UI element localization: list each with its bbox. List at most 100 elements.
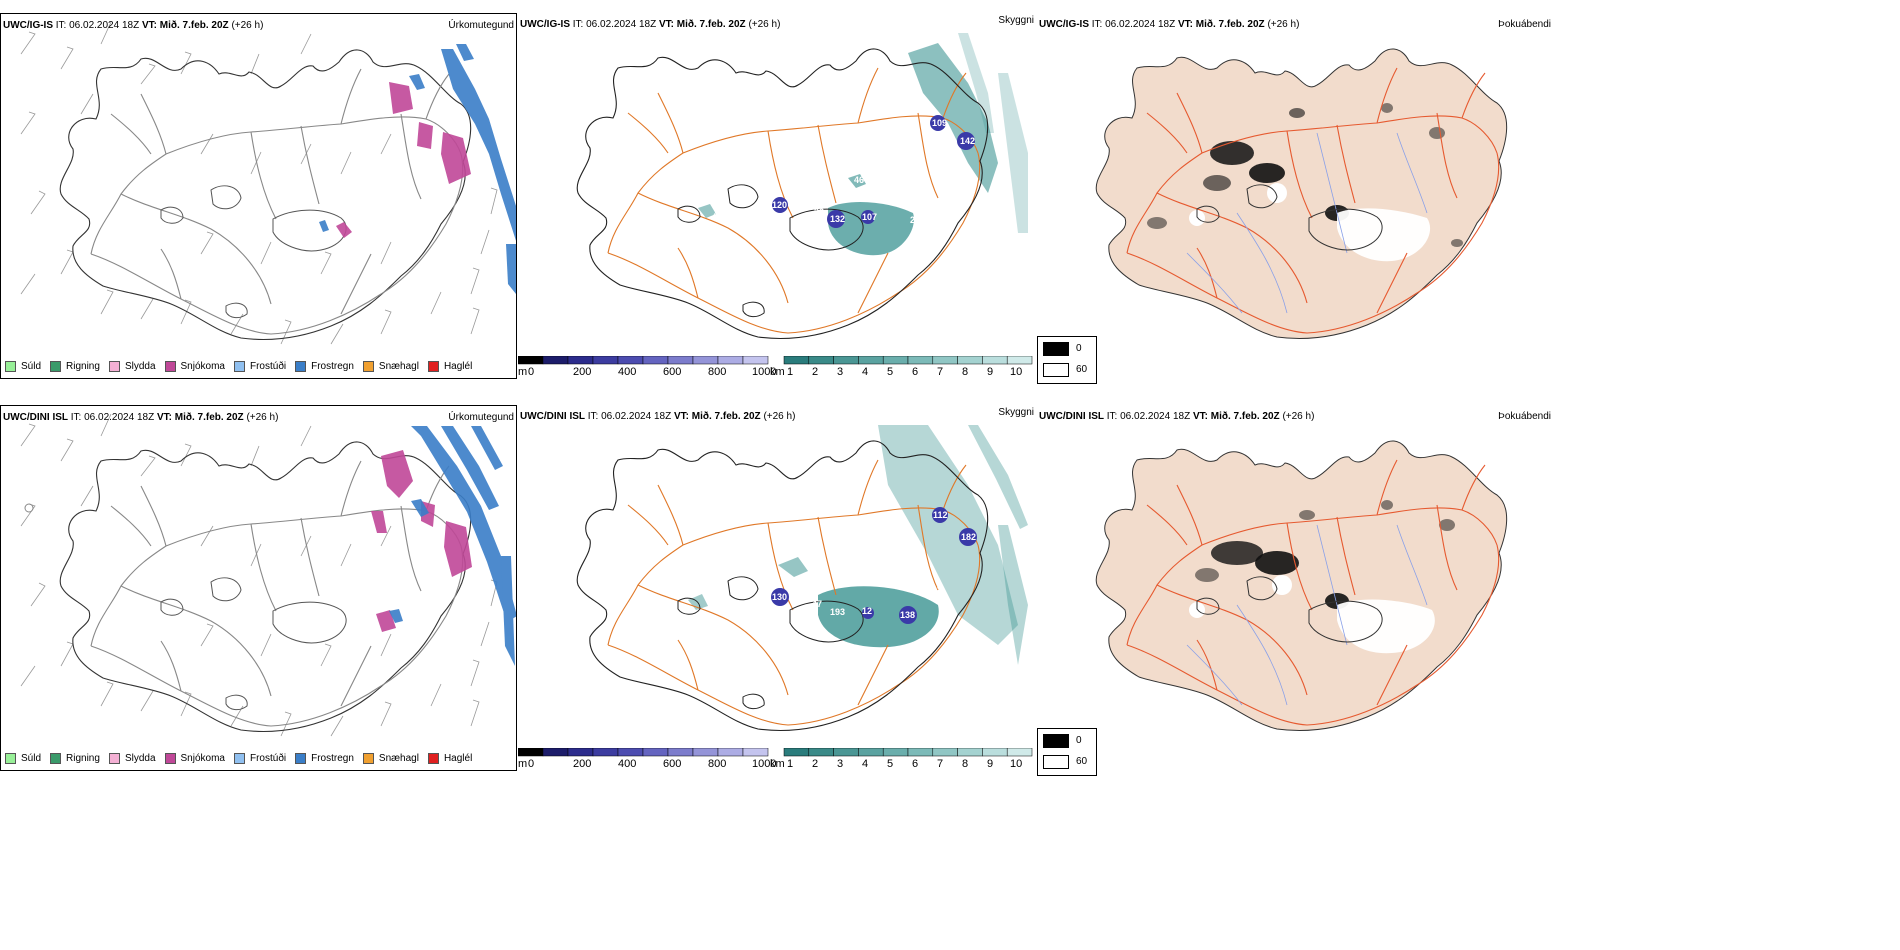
legend-item-snjokoma: Snjókoma bbox=[164, 361, 225, 372]
legend-item-rigning: Rigning bbox=[50, 753, 100, 764]
svg-text:12: 12 bbox=[862, 606, 872, 616]
legend-item-rigning: Rigning bbox=[50, 361, 100, 372]
colorbar-m-cell bbox=[518, 356, 544, 365]
colorbar-m-cell bbox=[617, 748, 644, 757]
fog-map-1 bbox=[1095, 48, 1508, 339]
cloud-map-1: 109 142 120 33 132 107 46 42 21 bbox=[576, 33, 1028, 340]
colorbar-m-cell bbox=[567, 356, 594, 365]
svg-text:142: 142 bbox=[960, 136, 975, 146]
panel-header-6: UWC/DINI ISL IT: 06.02.2024 18Z VT: Mið.… bbox=[1039, 411, 1315, 422]
colorbar-m-cell bbox=[542, 748, 569, 757]
svg-text:42: 42 bbox=[713, 210, 723, 220]
fog-title-2: Þokuábendi bbox=[1498, 411, 1551, 422]
svg-text:11: 11 bbox=[932, 585, 942, 595]
panel-header-2: UWC/IG-IS IT: 06.02.2024 18Z VT: Mið. 7.… bbox=[520, 19, 781, 30]
colorbar-m-cell bbox=[717, 748, 744, 757]
fog-legend-2: 0 60 bbox=[1037, 728, 1097, 776]
fog-legend-1: 0 60 bbox=[1037, 336, 1097, 384]
fog-title: Þokuábendi bbox=[1498, 19, 1551, 30]
precip-legend-2: Súld Rigning Slydda Snjókoma Frostúði Fr… bbox=[5, 753, 481, 764]
svg-text:46: 46 bbox=[854, 175, 864, 185]
legend-item-snaehagl: Snæhagl bbox=[362, 753, 419, 764]
colorbar-km-cell bbox=[982, 748, 1008, 757]
svg-text:207: 207 bbox=[904, 574, 919, 584]
colorbar-km-cell bbox=[907, 356, 934, 365]
cloud-panel-1: 109 142 120 33 132 107 46 42 21 UWC/IG-I… bbox=[518, 13, 1036, 379]
freezing-rain-area-2 bbox=[389, 426, 516, 666]
colorbar-km-cell bbox=[932, 356, 958, 365]
fog-dark-areas bbox=[1147, 103, 1463, 247]
colorbar-km-cell bbox=[783, 748, 810, 757]
svg-text:47: 47 bbox=[812, 599, 822, 609]
svg-text:130: 130 bbox=[772, 592, 787, 602]
peak-labels-1: 109 142 120 33 132 107 46 42 21 bbox=[713, 118, 975, 225]
colorbar-km-cell bbox=[1006, 356, 1033, 365]
precip-legend-1: Súld Rigning Slydda Snjókoma Frostúði Fr… bbox=[5, 361, 481, 372]
colorbar-km-cell bbox=[833, 748, 859, 757]
colorbar-km-cell bbox=[882, 356, 909, 365]
svg-text:21: 21 bbox=[910, 215, 920, 225]
svg-text:109: 109 bbox=[932, 118, 947, 128]
fog-panel-2: UWC/DINI ISL IT: 06.02.2024 18Z VT: Mið.… bbox=[1037, 405, 1555, 771]
fog-map-2 bbox=[1095, 440, 1508, 731]
colorbar-km-cell bbox=[932, 748, 958, 757]
freezing-rain-area bbox=[319, 44, 516, 294]
colorbar-km-cell bbox=[1006, 748, 1033, 757]
colorbar-m-cell bbox=[667, 356, 694, 365]
colorbar-m-cell bbox=[518, 748, 544, 757]
legend-item-sudd: Súld bbox=[5, 753, 41, 764]
colorbar-m-cell bbox=[667, 748, 694, 757]
cloud-blue-spots bbox=[772, 115, 975, 228]
cloud-teal-area bbox=[698, 33, 1028, 256]
precip-panel-1: UWC/IG-IS IT: 06.02.2024 18Z VT: Mið. 7.… bbox=[0, 13, 517, 379]
colorbar-km-cell bbox=[783, 356, 810, 365]
legend-item-frostregn: Frostregn bbox=[295, 753, 354, 764]
precip-title-2: Úrkomutegund bbox=[448, 412, 514, 423]
colorbar-m-cell bbox=[567, 748, 594, 757]
legend-item-slydda: Slydda bbox=[108, 753, 156, 764]
colorbar-m-cell bbox=[542, 356, 569, 365]
colorbar-km-cell bbox=[957, 356, 983, 365]
legend-item-haglel: Haglél bbox=[427, 361, 472, 372]
legend-item-sudd: Súld bbox=[5, 361, 41, 372]
precip-map-1 bbox=[20, 21, 516, 345]
svg-text:107: 107 bbox=[862, 212, 877, 222]
cloud-colorbar-1 bbox=[518, 356, 1033, 365]
rivers bbox=[1186, 132, 1428, 314]
legend-item-frostregn: Frostregn bbox=[295, 361, 354, 372]
colorbar-m-cell bbox=[642, 748, 669, 757]
panel-header-3: UWC/IG-IS IT: 06.02.2024 18Z VT: Mið. 7.… bbox=[1039, 19, 1300, 30]
colorbar-m-cell bbox=[717, 356, 744, 365]
cloud-map-2: 112 182 130 47 193 12 138 207 172 11 bbox=[576, 425, 1028, 732]
precip-panel-2: UWC/DINI ISL IT: 06.02.2024 18Z VT: Mið.… bbox=[0, 405, 517, 771]
cloud-teal-area-2 bbox=[688, 425, 1028, 665]
cloud-title-2: Skyggni bbox=[998, 407, 1034, 418]
colorbar-m-cell bbox=[642, 356, 669, 365]
svg-text:138: 138 bbox=[900, 610, 915, 620]
colorbar-km-cell bbox=[957, 748, 983, 757]
svg-text:33: 33 bbox=[814, 207, 824, 217]
fog-dark-areas-2 bbox=[1195, 500, 1455, 609]
svg-text:132: 132 bbox=[830, 214, 845, 224]
colorbar-km-cell bbox=[907, 748, 934, 757]
legend-item-haglel: Haglél bbox=[427, 753, 472, 764]
snow-area bbox=[336, 82, 471, 238]
cloud-panel-2: 112 182 130 47 193 12 138 207 172 11 UWC… bbox=[518, 405, 1036, 771]
svg-text:120: 120 bbox=[772, 200, 787, 210]
legend-item-snjokoma: Snjókoma bbox=[164, 753, 225, 764]
peak-labels-2: 112 182 130 47 193 12 138 207 172 11 bbox=[772, 510, 976, 620]
cloud-title: Skyggni bbox=[998, 15, 1034, 26]
cloud-blue-spots-2 bbox=[771, 507, 977, 624]
colorbar-km-cell bbox=[858, 356, 884, 365]
colorbar-m-cell bbox=[592, 748, 619, 757]
legend-item-frostudi: Frostúði bbox=[233, 361, 286, 372]
precip-title: Úrkomutegund bbox=[448, 20, 514, 31]
cloud-colorbar-2 bbox=[518, 748, 1033, 757]
rivers-2 bbox=[1186, 524, 1428, 706]
colorbar-m-cell bbox=[742, 356, 769, 365]
colorbar-km-cell bbox=[858, 748, 884, 757]
svg-text:112: 112 bbox=[933, 510, 948, 520]
panel-header-1: UWC/IG-IS IT: 06.02.2024 18Z VT: Mið. 7.… bbox=[3, 20, 264, 31]
colorbar-km-cell bbox=[808, 356, 834, 365]
colorbar-km-cell bbox=[833, 356, 859, 365]
